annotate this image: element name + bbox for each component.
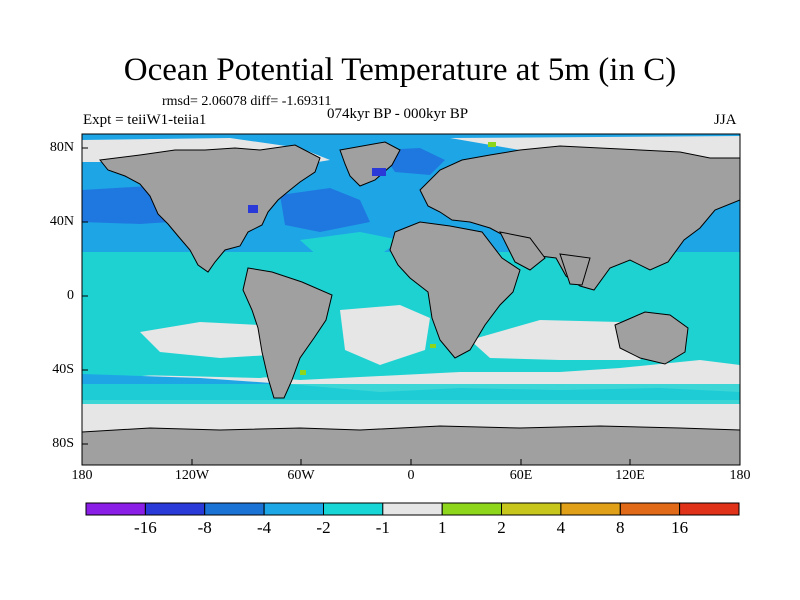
- land-antarctica: [82, 425, 740, 465]
- x-ticks: [81, 459, 741, 465]
- y-ticks: [82, 147, 88, 445]
- continents: [82, 141, 740, 465]
- colorbar-swatch: [619, 502, 681, 516]
- period-text: 074kyr BP - 000kyr BP: [327, 106, 469, 122]
- cool-spot-hudson: [248, 205, 258, 213]
- land-greenland: [339, 141, 401, 187]
- y-label-80n: 80N: [49, 140, 74, 155]
- colorbar-swatch: [85, 502, 146, 516]
- colorbar-swatch: [144, 502, 206, 516]
- colorbar-label: 8: [616, 518, 625, 537]
- warm-spot-africa: [430, 344, 436, 348]
- x-label-0: 0: [407, 468, 415, 483]
- map-plot-area: [82, 134, 740, 465]
- colorbar-label: 1: [437, 518, 447, 537]
- land-eurasia: [419, 145, 740, 291]
- warm-spot-arctic: [488, 142, 496, 147]
- patch-south-pacific-white: [140, 322, 280, 358]
- land-africa: [389, 221, 521, 359]
- colorbar-swatch: [501, 502, 562, 516]
- x-label-60e: 60E: [509, 468, 533, 483]
- x-label-180w: 180: [71, 468, 93, 483]
- colorbar-label: 4: [556, 518, 566, 537]
- land-australia: [614, 311, 689, 365]
- colorbar-label: -4: [257, 518, 272, 537]
- land-arabia: [499, 231, 546, 271]
- land-north-america: [99, 144, 321, 273]
- colorbar-swatch: [204, 502, 265, 516]
- y-label-80s: 80S: [52, 436, 74, 451]
- patch-southern-cyan-upper: [82, 360, 300, 378]
- colorbar-swatch: [323, 502, 384, 516]
- y-label-0: 0: [67, 288, 74, 303]
- x-label-60w: 60W: [287, 468, 315, 483]
- colorbar-swatch: [441, 502, 503, 516]
- patch-indian-white: [470, 320, 660, 360]
- colorbar-label: 16: [671, 518, 689, 537]
- colorbar-label: -1: [375, 518, 390, 537]
- experiment-text: Expt = teiiW1-teiia1: [83, 112, 207, 128]
- colorbar-swatch: [263, 502, 325, 516]
- colorbar-swatch: [679, 502, 740, 516]
- map-title: Ocean Potential Temperature at 5m (in C): [123, 52, 677, 88]
- colorbar-swatch: [382, 502, 443, 516]
- y-label-40s: 40S: [52, 362, 74, 377]
- warm-spot-south-america: [300, 370, 306, 375]
- season-text: JJA: [714, 112, 737, 128]
- colorbar-label: -2: [316, 518, 331, 537]
- land-south-america: [242, 267, 333, 399]
- patch-south-atlantic-white: [340, 305, 430, 365]
- cool-spot-labrador: [372, 168, 386, 176]
- patch-north-atlantic-deep: [280, 188, 370, 232]
- y-label-40n: 40N: [49, 214, 74, 229]
- x-label-180e: 180: [729, 468, 751, 483]
- x-label-120e: 120E: [615, 468, 645, 483]
- colorbar: [85, 502, 740, 516]
- patch-atlantic-light: [300, 232, 400, 258]
- x-label-120w: 120W: [174, 468, 210, 483]
- colorbar-label: -8: [197, 518, 212, 537]
- stats-text: rmsd= 2.06078 diff= -1.69311: [162, 94, 332, 109]
- colorbar-label: 2: [497, 518, 506, 537]
- colorbar-label: -16: [134, 518, 157, 537]
- colorbar-swatch: [560, 502, 621, 516]
- patch-southern-cyan-band: [82, 384, 740, 404]
- land-india: [559, 253, 591, 286]
